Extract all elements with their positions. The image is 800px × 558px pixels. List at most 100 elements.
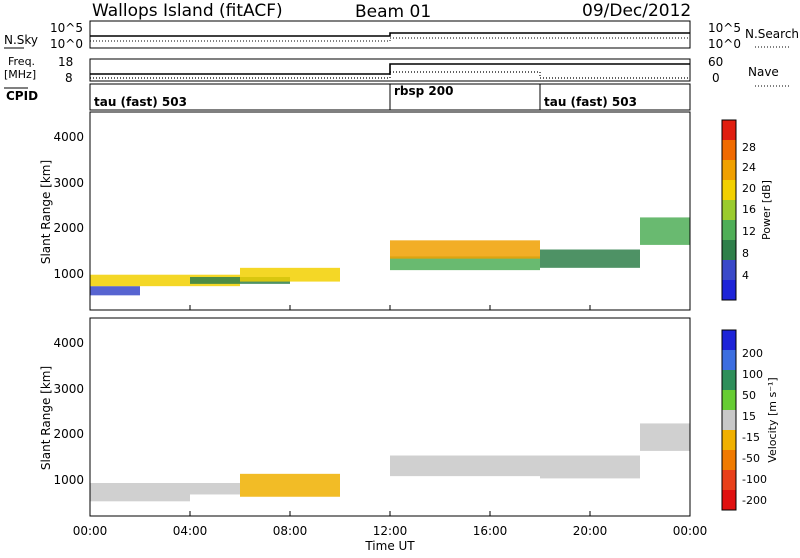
power-cbar-tick-24: 24 — [742, 161, 756, 174]
beam-label: Beam 01 — [355, 2, 431, 22]
power-cbar-tick-28: 28 — [742, 141, 756, 154]
nave-label: Nave — [748, 65, 779, 79]
colorbar-swatch — [722, 220, 736, 241]
freq-left-tick-bottom: 8 — [65, 71, 73, 85]
freq-left-tick-top: 18 — [58, 55, 73, 69]
velocity-ytick-2000: 2000 — [53, 427, 84, 441]
colorbar-swatch — [722, 120, 736, 141]
velocity-ytick-1000: 1000 — [53, 473, 84, 487]
xaxis-label: Time UT — [364, 539, 415, 553]
power-colorbar-label: Power [dB] — [760, 180, 773, 240]
noise-left-tick-bottom: 10^0 — [50, 37, 83, 51]
velocity-colorbar — [722, 330, 736, 511]
noise-right-tick-top: 10^5 — [708, 21, 741, 35]
heatmap-band — [240, 473, 340, 497]
colorbar-swatch — [722, 280, 736, 301]
nave-trace — [90, 71, 690, 79]
heatmap-band — [640, 423, 690, 451]
freq-unit: [MHz] — [4, 68, 36, 81]
nsearch-label: N.Search — [745, 27, 799, 41]
freq-label: Freq. — [8, 55, 35, 68]
colorbar-swatch — [722, 180, 736, 201]
cpid-mode-3: tau (fast) 503 — [544, 95, 637, 109]
power-heatmap — [90, 217, 690, 296]
cpid-mode-2: rbsp 200 — [394, 84, 453, 98]
heatmap-band — [640, 217, 690, 245]
colorbar-swatch — [722, 490, 736, 511]
xtick-00: 00:00 — [73, 524, 108, 538]
xtick-16: 16:00 — [473, 524, 508, 538]
freq-right-tick-bottom: 0 — [712, 71, 720, 85]
xtick-20: 20:00 — [573, 524, 608, 538]
heatmap-band — [90, 483, 190, 502]
colorbar-swatch — [722, 240, 736, 261]
vel-cbar-tick-neg200: -200 — [742, 494, 767, 507]
power-ytick-2000: 2000 — [53, 221, 84, 235]
noise-right-tick-bottom: 10^0 — [708, 37, 741, 51]
power-ytick-4000: 4000 — [53, 130, 84, 144]
colorbar-swatch — [722, 450, 736, 471]
velocity-ytick-3000: 3000 — [53, 382, 84, 396]
colorbar-swatch — [722, 330, 736, 351]
vel-cbar-tick-neg50: -50 — [742, 452, 760, 465]
colorbar-swatch — [722, 260, 736, 281]
cpid-mode-1: tau (fast) 503 — [94, 95, 187, 109]
power-colorbar-frame — [721, 119, 737, 301]
nsearch-trace — [90, 37, 690, 42]
xtick-08: 08:00 — [273, 524, 308, 538]
vel-cbar-tick-100: 100 — [742, 368, 763, 381]
vel-cbar-tick-neg15: -15 — [742, 431, 760, 444]
noise-left-tick-top: 10^5 — [50, 21, 83, 35]
power-ylabel: Slant Range [km] — [39, 160, 53, 264]
vel-cbar-tick-15: 15 — [742, 410, 756, 423]
colorbar-swatch — [722, 370, 736, 391]
colorbar-swatch — [722, 350, 736, 371]
velocity-heatmap — [90, 423, 690, 502]
heatmap-band — [390, 256, 540, 271]
power-cbar-tick-12: 12 — [742, 225, 756, 238]
heatmap-band — [90, 286, 140, 296]
power-ytick-1000: 1000 — [53, 267, 84, 281]
colorbar-swatch — [722, 470, 736, 491]
power-cbar-tick-4: 4 — [742, 269, 749, 282]
power-cbar-tick-16: 16 — [742, 203, 756, 216]
cpid-label: CPID — [6, 89, 38, 103]
vel-cbar-tick-50: 50 — [742, 389, 756, 402]
velocity-ylabel: Slant Range [km] — [39, 366, 53, 470]
heatmap-band — [240, 267, 340, 282]
velocity-ytick-4000: 4000 — [53, 336, 84, 350]
colorbar-swatch — [722, 160, 736, 181]
velocity-colorbar-frame — [721, 329, 737, 511]
heatmap-band — [540, 455, 640, 479]
freq-right-tick-top: 60 — [708, 55, 723, 69]
vel-cbar-tick-200: 200 — [742, 347, 763, 360]
colorbar-swatch — [722, 200, 736, 221]
xtick-12: 12:00 — [373, 524, 408, 538]
xtick-24: 00:00 — [673, 524, 708, 538]
colorbar-swatch — [722, 140, 736, 161]
vel-cbar-tick-neg100: -100 — [742, 473, 767, 486]
colorbar-swatch — [722, 430, 736, 451]
heatmap-band — [390, 240, 540, 259]
nsky-trace — [90, 32, 690, 37]
freq-panel-frame — [89, 58, 691, 82]
noise-traces — [90, 32, 690, 42]
velocity-colorbar-label: Velocity [m s⁻¹] — [766, 377, 779, 462]
noise-panel-frame — [89, 20, 691, 49]
heatmap-band — [540, 249, 640, 268]
power-ytick-3000: 3000 — [53, 176, 84, 190]
heatmap-band — [390, 455, 540, 477]
heatmap-band — [90, 274, 240, 287]
colorbar-swatch — [722, 390, 736, 411]
station-title: Wallops Island (fitACF) — [92, 1, 283, 21]
nsky-label: N.Sky — [4, 33, 38, 47]
power-colorbar — [722, 120, 736, 301]
heatmap-band — [190, 483, 240, 495]
colorbar-swatch — [722, 410, 736, 431]
x-tick-marks — [89, 305, 691, 516]
freq-trace — [90, 63, 690, 75]
power-cbar-tick-8: 8 — [742, 247, 749, 260]
date-label: 09/Dec/2012 — [582, 1, 691, 21]
